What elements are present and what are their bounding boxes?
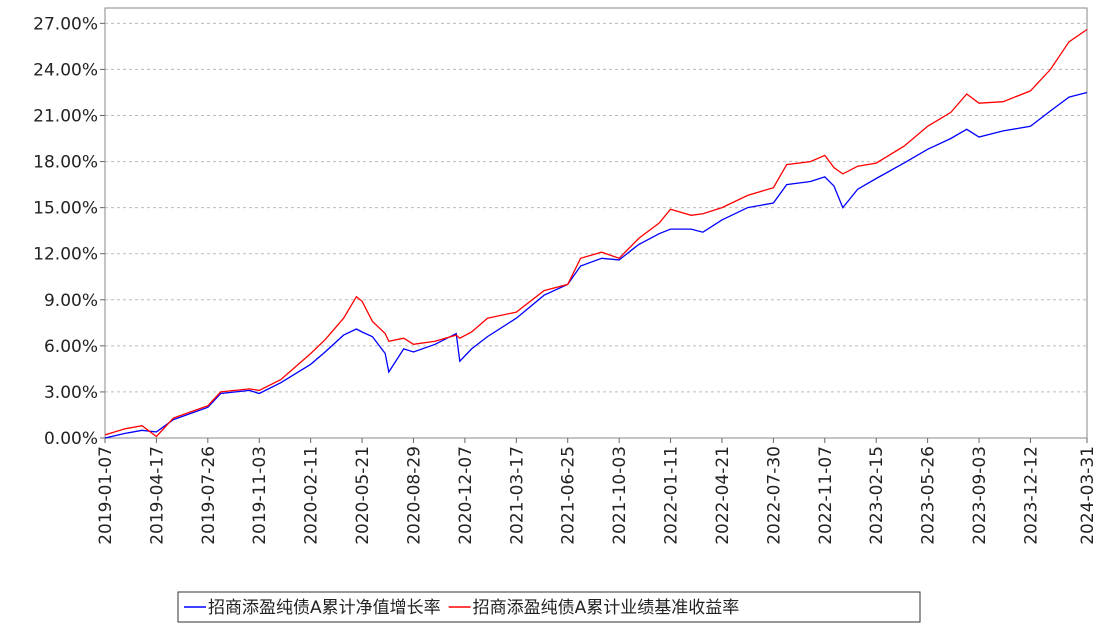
x-tick-label: 2019-11-03 [250, 446, 270, 545]
x-tick-label: 2022-11-07 [816, 446, 836, 545]
x-tick-label: 2021-03-17 [507, 446, 527, 545]
x-tick-label: 2023-12-12 [1021, 446, 1041, 545]
series-line [104, 28, 1088, 438]
x-tick-label: 2024-03-31 [1078, 446, 1098, 545]
x-tick-label: 2023-02-15 [867, 446, 887, 545]
x-tick-label: 2020-08-29 [404, 446, 424, 545]
plot-area [104, 7, 1088, 439]
y-tick-label: 3.00% [44, 383, 98, 403]
y-tick-label: 6.00% [44, 337, 98, 357]
y-tick-label: 18.00% [33, 153, 98, 173]
y-tick-label: 12.00% [33, 245, 98, 265]
legend-label: 招商添盈纯债A累计净值增长率 [208, 598, 441, 618]
y-tick-label: 9.00% [44, 291, 98, 311]
x-tick-label: 2020-02-11 [302, 446, 322, 545]
y-tick-label: 27.00% [33, 14, 98, 34]
x-tick-label: 2021-06-25 [559, 446, 579, 545]
x-tick-label: 2023-05-26 [919, 446, 939, 545]
series-line [104, 91, 1088, 439]
x-tick-label: 2020-12-07 [456, 446, 476, 545]
x-tick-label: 2019-01-07 [96, 446, 116, 545]
x-tick-label: 2021-10-03 [610, 446, 630, 545]
x-tick-label: 2022-04-21 [713, 446, 733, 545]
x-tick-label: 2023-09-03 [970, 446, 990, 545]
legend [177, 591, 921, 623]
x-tick-label: 2019-07-26 [199, 446, 219, 545]
y-tick-label: 0.00% [44, 429, 98, 449]
y-tick-label: 24.00% [33, 60, 98, 80]
y-tick-label: 21.00% [33, 107, 98, 127]
x-tick-label: 2020-05-21 [353, 446, 373, 545]
y-tick-label: 15.00% [33, 199, 98, 219]
x-tick-label: 2022-07-30 [764, 446, 784, 545]
x-tick-label: 2019-04-17 [147, 446, 167, 545]
x-tick-label: 2022-01-11 [662, 446, 682, 545]
legend-label: 招商添盈纯债A累计业绩基准收益率 [473, 598, 740, 618]
